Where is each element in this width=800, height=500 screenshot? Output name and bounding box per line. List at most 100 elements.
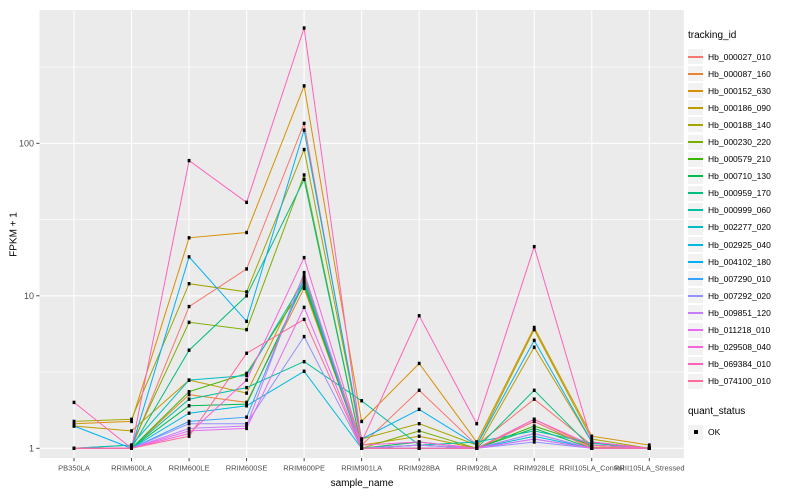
legend-key-line <box>688 185 703 201</box>
data-point <box>245 373 248 378</box>
data-point <box>130 417 133 421</box>
y-tick-label: 10 <box>24 291 34 301</box>
x-tick-label: RRIM928LA <box>456 464 497 473</box>
legend-item: Hb_000087_160 <box>688 65 798 82</box>
data-point <box>302 317 306 322</box>
data-point <box>187 236 191 240</box>
data-point <box>245 424 248 428</box>
legend-key-line <box>688 322 703 338</box>
legend-item-label: Hb_000027_010 <box>708 51 771 62</box>
data-point <box>417 434 421 438</box>
legend-item: Hb_000579_210 <box>688 151 798 168</box>
legend-key-line <box>688 288 703 304</box>
data-point <box>360 440 364 444</box>
legend-item: Hb_000186_090 <box>688 99 798 116</box>
data-point <box>245 415 248 419</box>
data-point <box>532 434 536 438</box>
legend-line-swatch <box>688 363 703 366</box>
legend-item: Hb_007292_020 <box>688 287 798 304</box>
legend-item: Hb_000230_220 <box>688 133 798 150</box>
data-point <box>302 270 306 275</box>
legend-shape-items: OK <box>688 424 798 441</box>
legend-line-swatch <box>688 346 703 349</box>
data-point <box>532 327 536 332</box>
legend-item-label: Hb_000710_130 <box>708 171 771 182</box>
data-point <box>647 443 651 447</box>
data-point <box>187 304 191 309</box>
data-point <box>187 411 191 415</box>
x-tick-label: RRII105LA_Stressed <box>614 464 684 473</box>
legend-key-line <box>688 83 703 99</box>
legend-item-label: Hb_000959_170 <box>708 188 771 199</box>
data-point <box>532 437 536 441</box>
legend-item: Hb_074100_010 <box>688 373 798 390</box>
data-point <box>532 419 536 424</box>
data-point <box>360 419 364 424</box>
data-point <box>245 267 248 271</box>
data-point <box>302 274 306 278</box>
data-point <box>72 421 76 426</box>
legend-item: Hb_002277_020 <box>688 219 798 236</box>
legend-item: Hb_004102_180 <box>688 253 798 270</box>
legend-line-swatch <box>688 277 703 280</box>
data-point <box>532 244 536 249</box>
legend-key-line <box>688 373 703 389</box>
data-point <box>532 338 536 343</box>
data-point <box>187 397 191 401</box>
legend-item-label: Hb_000188_140 <box>708 119 771 130</box>
data-point <box>302 276 306 281</box>
legend-line-swatch <box>688 260 703 263</box>
data-point <box>302 147 306 152</box>
data-point <box>475 446 479 450</box>
legend-key-line <box>688 66 703 82</box>
legend-key-line <box>688 100 703 116</box>
data-point <box>302 121 306 126</box>
legend-item-label: Hb_002925_040 <box>708 239 771 250</box>
legend-item-label: Hb_074100_010 <box>708 376 771 387</box>
data-point <box>532 424 536 428</box>
data-point <box>245 290 248 294</box>
legend-line-swatch <box>688 158 703 161</box>
data-point <box>187 282 191 286</box>
legend-title-tracking-id: tracking_id <box>688 30 737 41</box>
legend-line-swatch <box>688 192 703 195</box>
legend-item-label: Hb_007290_010 <box>708 273 771 284</box>
x-tick-label: RRIM600LA <box>111 464 152 473</box>
data-point <box>417 314 421 318</box>
legend-key-line <box>688 49 703 65</box>
data-point <box>72 446 76 450</box>
data-point <box>532 431 536 436</box>
legend: tracking_id Hb_000027_010 Hb_000087_160 Hb… <box>688 30 798 441</box>
legend-item-quant-status: OK <box>688 424 798 441</box>
data-point <box>532 345 536 349</box>
data-point <box>187 392 191 397</box>
data-point <box>187 434 191 438</box>
data-point <box>590 443 594 447</box>
data-point <box>532 440 536 444</box>
data-point <box>302 173 306 177</box>
x-tick-label: RRIM901LA <box>341 464 382 473</box>
data-point <box>245 327 248 332</box>
data-point <box>245 294 248 298</box>
legend-line-swatch <box>688 294 703 297</box>
data-point <box>130 419 133 424</box>
legend-item: Hb_000152_630 <box>688 82 798 99</box>
legend-item-label: Hb_029508_040 <box>708 342 771 353</box>
data-point <box>532 397 536 401</box>
legend-key-point <box>688 424 703 440</box>
data-point <box>187 158 191 163</box>
data-point <box>187 390 191 394</box>
data-point <box>302 369 306 373</box>
legend-key-line <box>688 202 703 218</box>
legend-item: Hb_069384_010 <box>688 356 798 373</box>
data-point <box>302 286 306 290</box>
data-point <box>187 348 191 352</box>
data-point <box>302 280 306 285</box>
legend-line-swatch <box>688 141 703 144</box>
legend-title-quant-status: quant_status <box>688 405 746 417</box>
data-point <box>245 421 248 426</box>
x-tick-label: RRII105LA_Control <box>559 464 624 473</box>
legend-line-swatch <box>688 329 703 332</box>
data-point <box>302 177 306 182</box>
